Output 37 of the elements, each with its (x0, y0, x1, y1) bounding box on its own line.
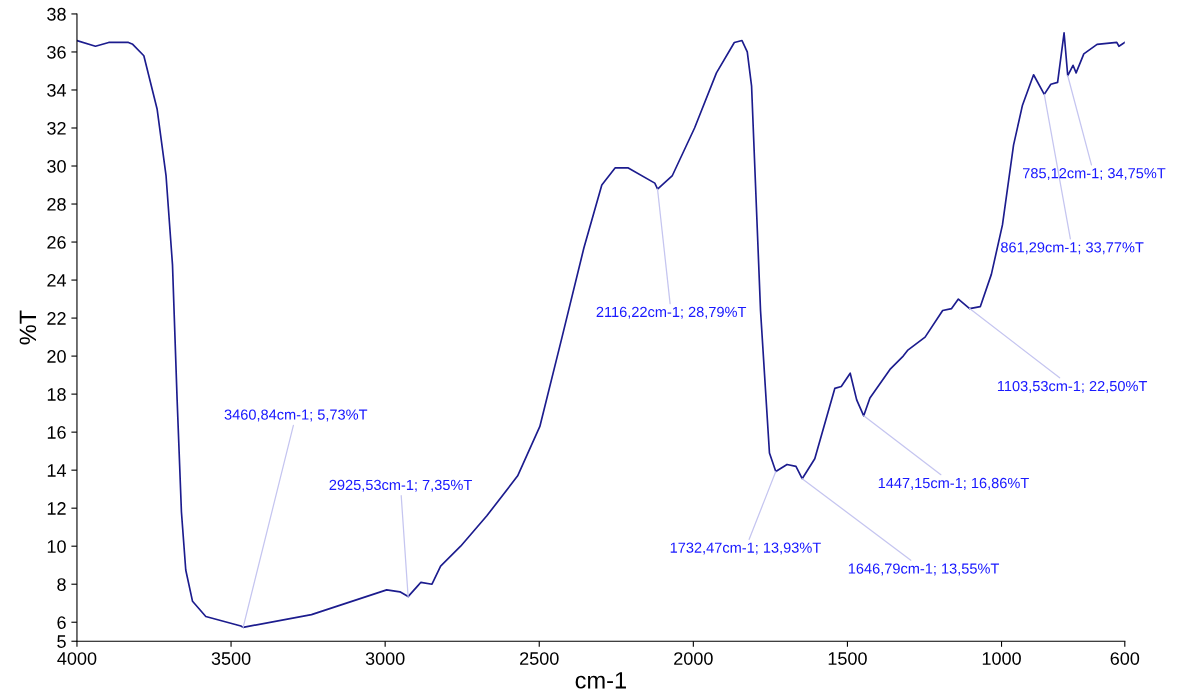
y-tick-label: 34 (47, 83, 67, 97)
y-tick-label: 28 (47, 197, 66, 211)
y-tick-label: 10 (47, 540, 66, 553)
annotation: 2925,53cm-1; 7,35%T (329, 479, 472, 492)
y-tick-label: 36 (47, 45, 66, 59)
y-tick-label: 24 (47, 274, 67, 287)
annotation: 1646,79cm-1; 13,55%T (848, 563, 1000, 576)
y-tick-label: 20 (47, 350, 66, 363)
x-tick-label: 3000 (365, 652, 405, 665)
y-tick-label: 26 (47, 235, 66, 249)
x-axis-title: cm-1 (575, 672, 626, 689)
x-tick-label: 3500 (211, 652, 251, 665)
y-tick-label: 32 (47, 121, 66, 135)
y-tick-label: 30 (47, 159, 66, 173)
y-tick-label: 12 (47, 502, 66, 515)
x-tick-label: 1500 (828, 652, 867, 665)
annotation: 3460,84cm-1; 5,73%T (224, 409, 368, 422)
annotation: 2116,22cm-1; 28,79%T (596, 306, 747, 319)
x-tick-label: 2000 (674, 652, 713, 665)
y-tick-label: 22 (47, 312, 66, 325)
x-tick-label: 600 (1110, 652, 1140, 665)
y-tick-label: 16 (47, 426, 66, 439)
annotation: 1447,15cm-1; 16,86%T (878, 477, 1029, 490)
y-tick-label: 6 (57, 616, 66, 629)
x-tick-label: 4000 (57, 652, 97, 665)
annotation: 861,29cm-1; 33,77%T (1001, 242, 1144, 255)
x-tick-label: 1000 (982, 652, 1021, 665)
y-tick-label: 8 (57, 578, 66, 591)
y-tick-label: 38 (47, 7, 66, 21)
annotation: 1103,53cm-1; 22,50%T (997, 380, 1148, 393)
annotation: 1732,47cm-1; 13,93%T (670, 542, 821, 555)
y-tick-label: 5 (57, 635, 66, 648)
x-tick-label: 2500 (520, 652, 559, 665)
y-tick-label: 14 (47, 464, 67, 477)
y-axis-title: %T (19, 310, 37, 345)
annotation: 785,12cm-1; 34,75%T (1022, 168, 1166, 181)
y-tick-label: 18 (47, 388, 66, 401)
